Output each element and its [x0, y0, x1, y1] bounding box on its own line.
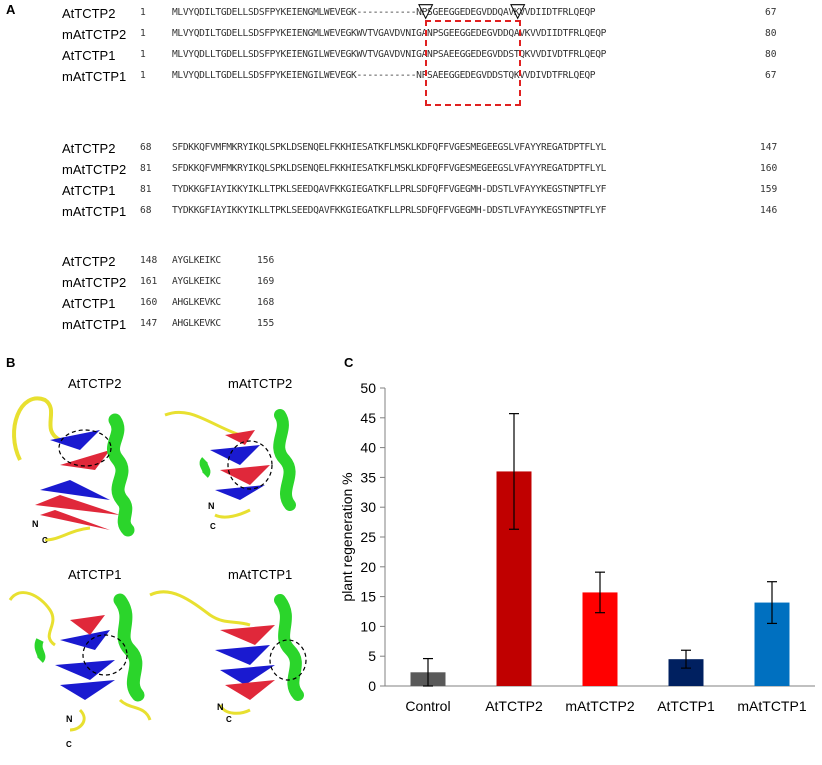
y-tick-label: 40: [360, 440, 376, 456]
sequence-start-position: 68: [140, 205, 152, 216]
sequence-name: mAtTCTP1: [62, 317, 127, 332]
y-tick-label: 15: [360, 589, 376, 605]
sequence-name: AtTCTP1: [62, 48, 116, 63]
sequence-end-position: 67: [765, 7, 777, 18]
sequence-name: mAtTCTP2: [62, 27, 127, 42]
structure-title-attctp1: AtTCTP1: [68, 567, 122, 582]
sequence-name: AtTCTP1: [62, 183, 116, 198]
sequence-start-position: 160: [140, 297, 158, 308]
sequence-start-position: 147: [140, 318, 158, 329]
y-tick-label: 50: [360, 380, 376, 396]
svg-text:C: C: [210, 522, 216, 531]
sequence-name: mAtTCTP2: [62, 162, 127, 177]
x-tick-label: Control: [405, 698, 450, 714]
structure-title-mattctp2: mAtTCTP2: [228, 376, 293, 391]
y-tick-label: 45: [360, 410, 376, 426]
svg-text:N: N: [208, 501, 215, 511]
svg-text:C: C: [226, 715, 232, 724]
sequence-residues: MLVYQDLLTGDELLSDSFPYKEIENGILWEVEGK------…: [172, 70, 596, 81]
y-tick-label: 5: [368, 648, 376, 664]
x-tick-label: AtTCTP1: [657, 698, 715, 714]
sequence-start-position: 68: [140, 142, 152, 153]
insertion-start-marker-icon: ▽: [418, 0, 434, 22]
sequence-residues: AHGLKEVKC: [172, 297, 221, 308]
sequence-residues: TYDKKGFIAYIKKYIKLLTPKLSEEDQAVFKKGIEGATKF…: [172, 184, 607, 195]
insertion-end-marker-icon: ▽: [510, 0, 526, 22]
sequence-end-position: 160: [760, 163, 778, 174]
sequence-end-position: 80: [765, 28, 777, 39]
sequence-name: mAtTCTP1: [62, 204, 127, 219]
sequence-name: mAtTCTP1: [62, 69, 127, 84]
sequence-end-position: 147: [760, 142, 778, 153]
sequence-start-position: 81: [140, 163, 152, 174]
sequence-residues: AYGLKEIKC: [172, 276, 221, 287]
sequence-residues: MLVYQDILTGDELLSDSFPYKEIENGMLWEVEGK------…: [172, 7, 596, 18]
sequence-residues: MLVYQDILTGDELLSDSFPYKEIENGMLWEVEGKWVTVGA…: [172, 28, 607, 39]
structure-attctp1-image: N C: [8, 591, 152, 749]
sequence-end-position: 80: [765, 49, 777, 60]
sequence-end-position: 156: [257, 255, 275, 266]
x-tick-label: mAtTCTP1: [737, 698, 806, 714]
sequence-end-position: 155: [257, 318, 275, 329]
sequence-residues: MLVYQDLLTGDELLSDSFPYKEIENGILWEVEGKWVTVGA…: [172, 49, 607, 60]
sequence-end-position: 159: [760, 184, 778, 195]
structure-title-attctp2: AtTCTP2: [68, 376, 122, 391]
structure-mattctp2-image: N C: [164, 409, 296, 531]
svg-text:N: N: [217, 702, 224, 712]
sequence-start-position: 1: [140, 28, 146, 39]
svg-text:C: C: [66, 740, 72, 749]
sequence-end-position: 146: [760, 205, 778, 216]
panel-label-a: A: [6, 2, 16, 17]
sequence-start-position: 1: [140, 49, 146, 60]
sequence-start-position: 161: [140, 276, 158, 287]
sequence-start-position: 1: [140, 7, 146, 18]
sequence-name: AtTCTP2: [62, 254, 116, 269]
y-tick-label: 10: [360, 618, 376, 634]
x-tick-label: mAtTCTP2: [565, 698, 634, 714]
panel-label-b: B: [6, 355, 16, 370]
sequence-start-position: 1: [140, 70, 146, 81]
x-tick-label: AtTCTP2: [485, 698, 543, 714]
sequence-name: AtTCTP2: [62, 141, 116, 156]
y-tick-label: 20: [360, 559, 376, 575]
y-tick-label: 35: [360, 469, 376, 485]
sequence-name: AtTCTP2: [62, 6, 116, 21]
y-tick-label: 0: [368, 678, 376, 694]
regeneration-bar-chart: 0 5 10 15 20 25 30 35 40 45 50 Control AtTCTP2 mAtTCT…: [339, 380, 815, 714]
insertion-highlight-box: [425, 20, 521, 106]
sequence-end-position: 169: [257, 276, 275, 287]
structure-attctp2-image: N C: [12, 396, 135, 545]
c-terminus-label: C: [42, 536, 48, 545]
sequence-residues: AYGLKEIKC: [172, 255, 221, 266]
y-tick-label: 25: [360, 529, 376, 545]
sequence-name: AtTCTP1: [62, 296, 116, 311]
sequence-start-position: 148: [140, 255, 158, 266]
sequence-residues: TYDKKGFIAYIKKYIKLLTPKLSEEDQAVFKKGIEGATKF…: [172, 205, 607, 216]
n-terminus-label: N: [32, 519, 39, 529]
sequence-residues: AHGLKEVKC: [172, 318, 221, 329]
sequence-end-position: 168: [257, 297, 275, 308]
svg-text:N: N: [66, 714, 73, 724]
y-tick-label: 30: [360, 499, 376, 515]
sequence-end-position: 67: [765, 70, 777, 81]
sequence-residues: SFDKKQFVMFMKRYIKQLSPKLDSENQELFKKHIESATKF…: [172, 142, 607, 153]
sequence-name: mAtTCTP2: [62, 275, 127, 290]
sequence-residues: SFDKKQFVMFMKRYIKQLSPKLDSENQELFKKHIESATKF…: [172, 163, 607, 174]
structure-mattctp1-image: N C: [149, 590, 307, 724]
sequence-start-position: 81: [140, 184, 152, 195]
structure-title-mattctp1: mAtTCTP1: [228, 567, 293, 582]
y-axis-label: plant regeneration %: [339, 472, 355, 601]
panel-label-c: C: [344, 355, 354, 370]
